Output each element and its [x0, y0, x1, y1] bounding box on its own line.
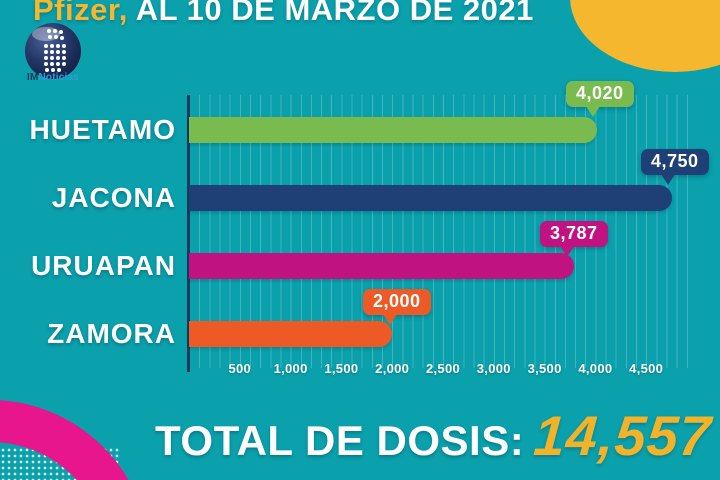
- bar-jacona: [189, 185, 672, 211]
- bubble-tail: [383, 314, 397, 325]
- logo-text-im: IM: [26, 72, 39, 83]
- total-doses-summary: TOTAL DE DOSIS: 14,557: [155, 403, 715, 468]
- bubble-tail: [560, 246, 574, 257]
- y-axis-line: [187, 95, 190, 372]
- bar-huetamo: [189, 117, 597, 143]
- title-date: AL 10 DE MARZO DE 2021: [127, 0, 534, 27]
- x-tick-500: 500: [228, 361, 252, 376]
- bubble-tail: [661, 174, 675, 185]
- page-title: Pfizer, AL 10 DE MARZO DE 2021: [33, 0, 534, 28]
- value-bubble: 4,020: [566, 81, 634, 107]
- x-tick-1000: 1,000: [273, 361, 308, 376]
- total-value: 14,557: [532, 404, 714, 467]
- category-label-zamora: ZAMORA: [47, 318, 176, 349]
- value-callout-zamora: 2,000: [363, 289, 431, 325]
- value-callout-uruapan: 3,787: [540, 221, 608, 257]
- corner-arc-bottomleft: [0, 400, 150, 480]
- logo-text-noticias: Noticias: [38, 72, 80, 83]
- x-tick-3500: 3,500: [527, 361, 562, 376]
- bar-zamora: [189, 321, 392, 347]
- value-bubble: 3,787: [540, 221, 608, 247]
- x-tick-4500: 4,500: [629, 361, 664, 376]
- bar-uruapan: [189, 253, 574, 279]
- x-tick-3000: 3,000: [476, 361, 511, 376]
- logo-caption: IMNoticias: [8, 72, 98, 83]
- value-callout-huetamo: 4,020: [566, 81, 634, 117]
- bubble-tail: [586, 106, 600, 117]
- x-axis: 500 1,000 1,500 2,000 2,500 3,000 3,500 …: [189, 361, 709, 379]
- value-bubble: 4,750: [641, 149, 709, 175]
- imnoticias-logo: IMNoticias: [8, 20, 98, 92]
- category-label-huetamo: HUETAMO: [29, 114, 176, 145]
- value-callout-jacona: 4,750: [641, 149, 709, 185]
- total-label: TOTAL DE DOSIS:: [155, 417, 525, 464]
- logo-sphere-icon: [8, 20, 98, 82]
- category-label-jacona: JACONA: [51, 182, 176, 213]
- x-tick-1500: 1,500: [324, 361, 359, 376]
- x-tick-4000: 4,000: [578, 361, 613, 376]
- x-tick-2000: 2,000: [375, 361, 410, 376]
- vaccine-name: Pfizer,: [33, 0, 128, 27]
- x-tick-2500: 2,500: [425, 361, 461, 376]
- category-label-uruapan: URUAPAN: [31, 250, 176, 281]
- corner-blob-topright: [570, 0, 720, 72]
- value-bubble: 2,000: [363, 289, 431, 315]
